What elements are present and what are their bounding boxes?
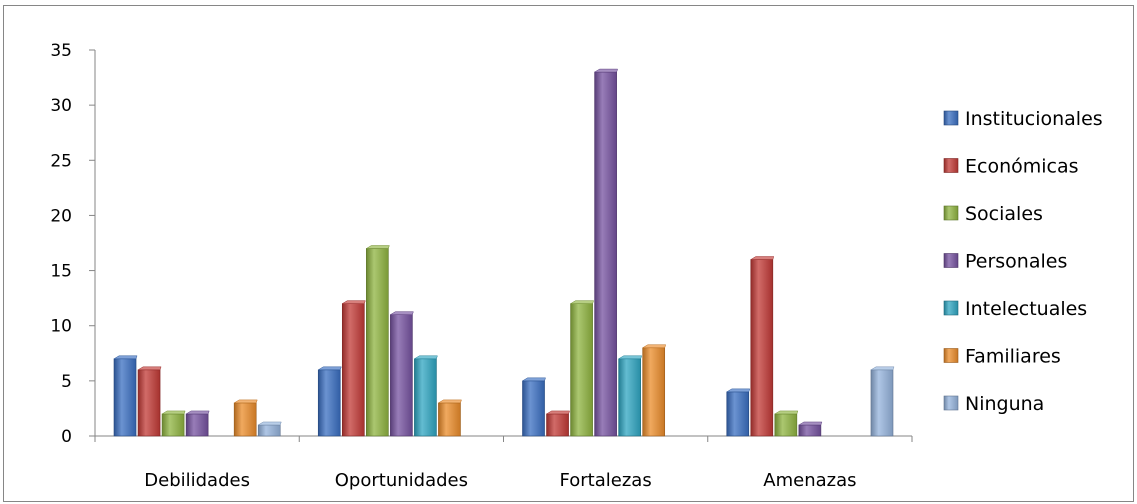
legend-item: Sociales: [943, 203, 1043, 225]
legend-item: Ninguna: [943, 393, 1044, 415]
axes: 0 5 10 15 20 25 30 35 Debilidades Oportunidades Fo…: [50, 41, 913, 491]
bar: [749, 256, 775, 437]
y-tick-label: 35: [50, 41, 72, 61]
bar: [365, 245, 390, 437]
y-tick-label: 30: [50, 96, 72, 116]
legend-item: Personales: [943, 251, 1067, 273]
bar: [257, 421, 282, 437]
x-tick-label: Fortalezas: [560, 470, 652, 491]
bar: [317, 366, 342, 437]
legend-label: Ninguna: [965, 393, 1044, 415]
y-tick-label: 25: [50, 151, 72, 171]
legend-swatch: [943, 110, 959, 126]
bar: [137, 366, 162, 437]
legend-swatch: [943, 395, 959, 411]
bar: [545, 410, 570, 437]
y-tick-label: 15: [50, 262, 72, 282]
bar: [437, 399, 462, 437]
bar: [773, 410, 799, 437]
bar: [185, 410, 210, 437]
x-tick-label: Debilidades: [144, 470, 250, 491]
legend-swatch: [943, 300, 959, 316]
bar: [389, 311, 414, 437]
legend-label: Sociales: [965, 203, 1043, 225]
y-tick-label: 0: [61, 427, 72, 447]
y-tick-label: 5: [61, 372, 72, 392]
legend-swatch: [943, 253, 959, 268]
legend-label: Institucionales: [965, 108, 1103, 130]
legend-item: Institucionales: [943, 108, 1103, 130]
legend: Institucionales Económicas Sociales Persona…: [943, 108, 1103, 415]
bar: [617, 355, 643, 437]
legend-label: Familiares: [965, 346, 1061, 368]
bar: [569, 300, 594, 437]
bar: [113, 355, 138, 437]
legend-swatch: [943, 205, 959, 221]
bars: [113, 68, 895, 437]
legend-label: Económicas: [965, 156, 1079, 178]
legend-item: Intelectuales: [943, 298, 1087, 320]
x-tick-label: Oportunidades: [335, 470, 468, 491]
bar: [870, 366, 895, 437]
legend-item: Económicas: [943, 156, 1079, 178]
bar: [161, 410, 186, 437]
legend-swatch: [943, 158, 959, 173]
bar: [341, 300, 366, 437]
bar: [797, 421, 823, 437]
bar: [233, 399, 258, 437]
bar: [641, 344, 667, 437]
legend-label: Intelectuales: [965, 298, 1087, 320]
y-tick-label: 10: [50, 317, 72, 337]
legend-label: Personales: [965, 251, 1067, 273]
bar: [413, 355, 438, 437]
y-tick-label: 20: [50, 206, 72, 226]
bar: [725, 388, 751, 437]
bar: [521, 377, 546, 437]
legend-item: Familiares: [943, 346, 1061, 368]
bar: [593, 68, 618, 437]
legend-swatch: [943, 348, 959, 363]
x-tick-label: Amenazas: [763, 470, 856, 491]
